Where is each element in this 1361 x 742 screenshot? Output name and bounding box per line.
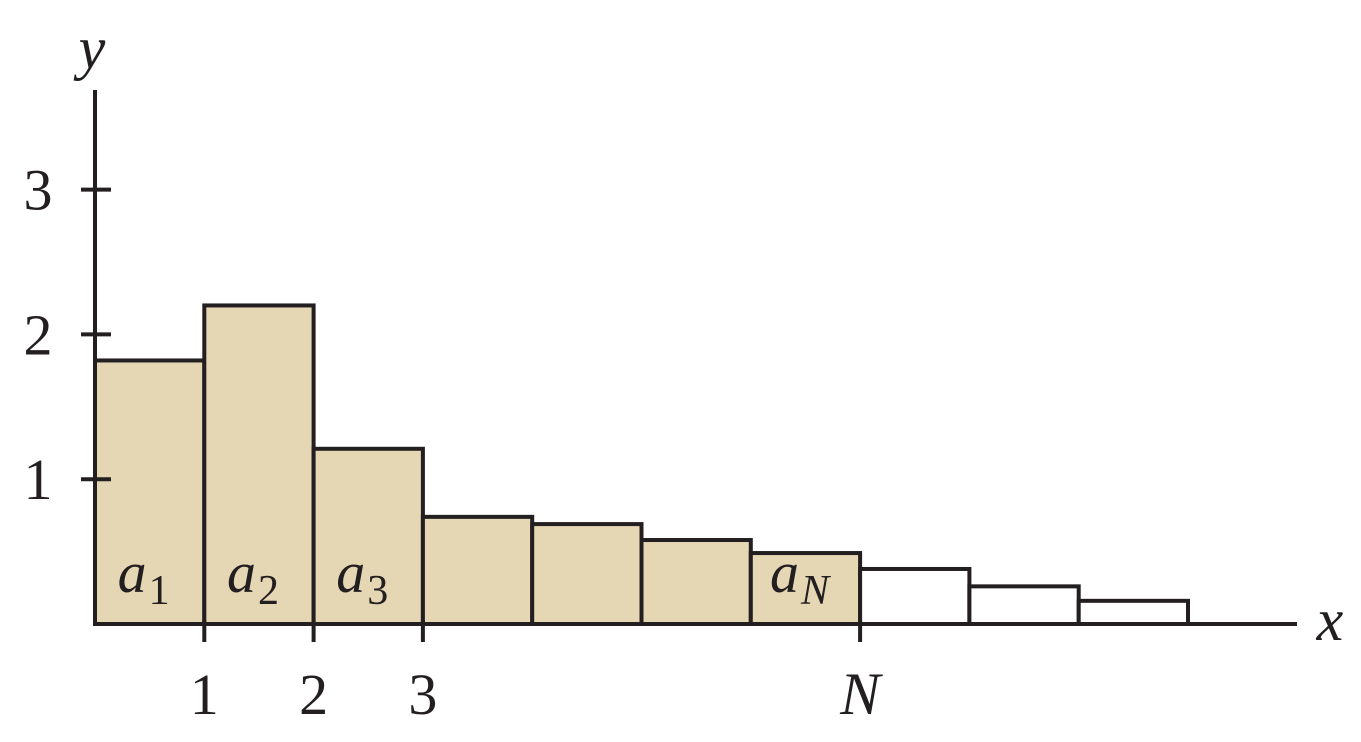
- bar-9: [967, 584, 1081, 626]
- bar-8: [858, 566, 972, 627]
- x-tick-label-3: 3: [408, 662, 437, 727]
- y-tick-label-1: 1: [24, 447, 53, 512]
- y-axis-label: y: [73, 15, 106, 81]
- x-tick-label-2: 2: [299, 662, 328, 727]
- bar-5: [530, 522, 644, 627]
- y-ticks-group: 1 2 3: [24, 158, 111, 512]
- bars-group: [93, 303, 1190, 627]
- x-tick-label-N: N: [839, 661, 883, 727]
- y-tick-label-3: 3: [24, 158, 53, 223]
- bar-label-1: a1: [118, 540, 170, 614]
- bar-label-3: a3: [336, 540, 388, 614]
- bar-4: [420, 514, 535, 627]
- bar-label-2: a2: [227, 540, 279, 614]
- bar-10: [1076, 598, 1190, 626]
- y-tick-label-2: 2: [24, 302, 53, 367]
- x-ticks-group: 1 2 3 N: [190, 620, 883, 727]
- x-tick-label-1: 1: [190, 662, 219, 727]
- bar-2: [202, 303, 316, 626]
- bar-label-7: aN: [770, 540, 831, 614]
- bar-6: [639, 538, 753, 626]
- x-axis-label: x: [1316, 587, 1344, 653]
- bar-labels-group: a1 a2 a3 aN: [118, 540, 831, 614]
